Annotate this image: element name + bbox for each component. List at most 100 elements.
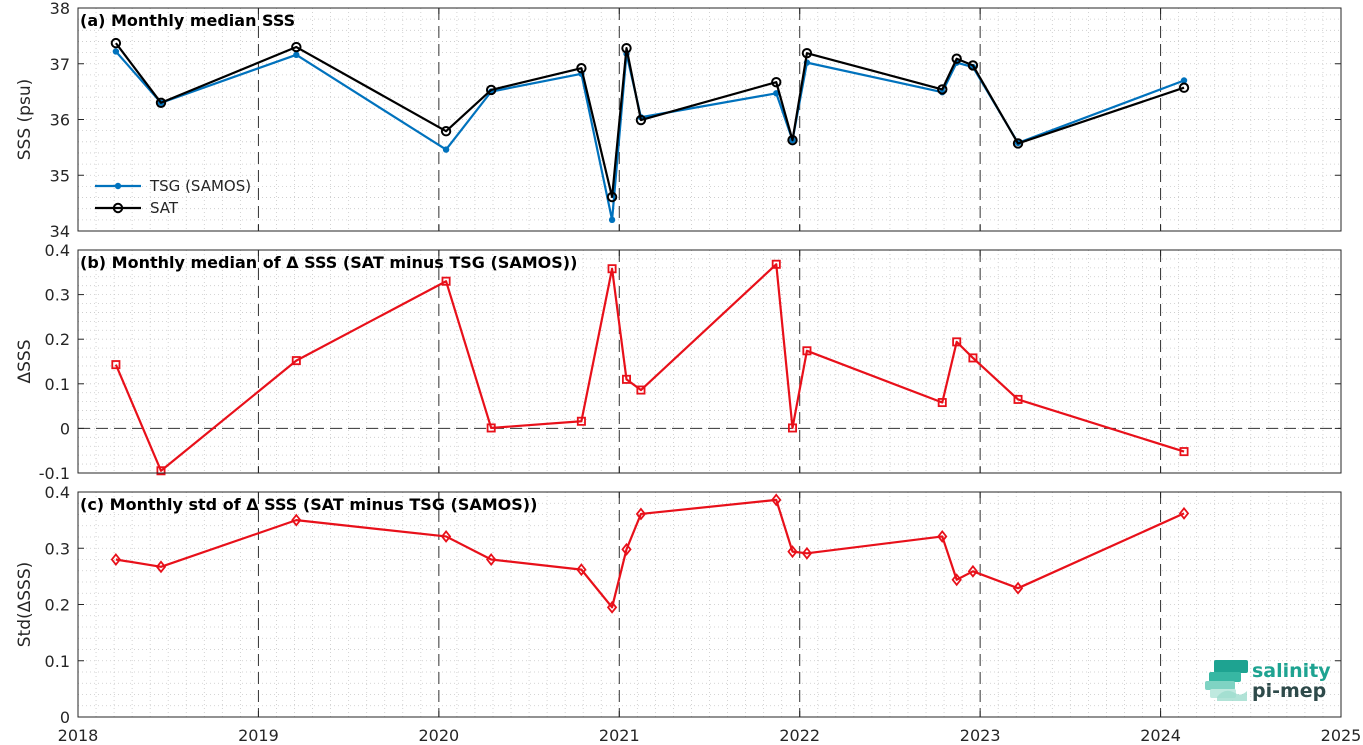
legend-entry-label: SAT xyxy=(150,199,179,217)
series-line xyxy=(115,42,1185,199)
y-axis-label: SSS (psu) xyxy=(15,79,35,160)
data-point xyxy=(486,553,497,566)
panel-b-median-delta-sss: -0.1 0 0.1 0.2 0.3 0.4 ΔSSS (b) Monthly median … xyxy=(15,241,1342,483)
data-point xyxy=(801,546,813,560)
data-point xyxy=(636,385,646,395)
data-point xyxy=(771,76,782,88)
data-point xyxy=(608,216,616,224)
y-tick-label: 0.3 xyxy=(45,539,70,558)
plot-frame xyxy=(77,491,1342,718)
plot-frame xyxy=(77,249,1342,474)
data-point xyxy=(968,353,978,363)
y-tick-label: 35 xyxy=(50,166,70,185)
y-tick-label: 0.4 xyxy=(45,241,70,260)
data-point xyxy=(293,51,300,59)
series-line xyxy=(115,498,1185,609)
data-point xyxy=(111,360,121,370)
data-point xyxy=(967,60,979,71)
series-sat xyxy=(110,37,1190,203)
data-point xyxy=(1012,138,1024,149)
y-tick-label: 0.2 xyxy=(45,596,70,615)
y-tick-label: 0.2 xyxy=(45,330,70,349)
y-tick-label: 36 xyxy=(50,111,70,130)
panel-a-monthly-median-sss: 34 35 36 37 38 SSS (psu) (a) Monthly median SS… xyxy=(15,0,1342,241)
y-axis-label: Std(ΔSSS) xyxy=(15,562,35,648)
data-point xyxy=(576,563,587,577)
y-axis-label: ΔSSS xyxy=(15,339,35,383)
y-tick-label: 38 xyxy=(50,0,70,18)
data-point xyxy=(621,542,632,556)
data-point xyxy=(1013,394,1023,404)
data-point xyxy=(576,416,586,426)
data-point xyxy=(771,493,782,507)
data-point xyxy=(635,114,647,126)
data-point xyxy=(802,346,812,356)
y-tick-label: 0 xyxy=(60,708,70,727)
data-point xyxy=(635,507,647,521)
y-tick-label: 0.1 xyxy=(45,375,70,394)
data-point xyxy=(951,573,962,587)
y-tick-label: 34 xyxy=(50,222,70,241)
x-tick-label: 2023 xyxy=(960,726,1001,745)
panel-c-std-delta-sss: 0 0.1 0.2 0.3 0.4 Std(ΔSSS) (c) Monthly std of… xyxy=(15,483,1342,727)
data-point xyxy=(441,276,451,286)
data-point xyxy=(576,63,587,74)
salinity-pi-mep-logo: salinity pi-mep xyxy=(1205,660,1331,702)
series-delta-sss xyxy=(111,259,1189,476)
data-point xyxy=(155,560,167,574)
x-tick-label: 2019 xyxy=(238,726,279,745)
data-point xyxy=(485,84,497,96)
panel-title: (a) Monthly median SSS xyxy=(80,11,295,30)
data-point xyxy=(110,37,122,49)
x-axis-tick-labels: 2018 2019 2020 2021 2022 2023 2024 2025 xyxy=(58,726,1362,745)
data-point xyxy=(622,374,632,384)
data-point xyxy=(291,41,302,53)
logo-mark-icon xyxy=(1205,660,1248,701)
data-point xyxy=(155,97,167,108)
data-point xyxy=(937,84,948,95)
plot-area xyxy=(78,250,1341,473)
logo-line2-label: pi-mep xyxy=(1252,680,1326,702)
y-axis-ticks: -0.1 0 0.1 0.2 0.3 0.4 xyxy=(39,241,1342,483)
legend-entry-label: TSG (SAMOS) xyxy=(149,177,251,195)
y-tick-label: 0.3 xyxy=(45,286,70,305)
legend-marker xyxy=(114,182,122,190)
data-point xyxy=(606,600,618,614)
y-tick-label: 0.4 xyxy=(45,483,70,502)
data-point xyxy=(110,553,122,566)
data-point xyxy=(1179,447,1189,457)
data-point xyxy=(951,53,962,64)
panel-title: (b) Monthly median of Δ SSS (SAT minus T… xyxy=(80,253,577,272)
y-tick-label: -0.1 xyxy=(39,464,70,483)
y-tick-label: 37 xyxy=(50,55,70,74)
x-tick-label: 2025 xyxy=(1321,726,1362,745)
data-point xyxy=(486,423,496,433)
data-point xyxy=(621,42,632,54)
data-point xyxy=(787,134,798,146)
data-point xyxy=(937,529,948,543)
data-point xyxy=(606,191,618,203)
series-delta-sss xyxy=(110,493,1190,614)
data-point xyxy=(1012,581,1024,595)
data-point xyxy=(952,337,962,347)
data-point xyxy=(440,126,452,137)
data-point xyxy=(787,545,798,559)
x-tick-label: 2020 xyxy=(418,726,459,745)
data-point xyxy=(771,259,781,269)
data-point xyxy=(1178,82,1190,93)
x-tick-label: 2024 xyxy=(1140,726,1181,745)
y-tick-label: 0 xyxy=(60,419,70,438)
data-point xyxy=(442,146,450,153)
data-point xyxy=(801,47,813,59)
data-point xyxy=(787,423,797,433)
data-point xyxy=(937,398,947,408)
grid-lines xyxy=(78,8,1341,231)
data-point xyxy=(607,264,617,274)
data-point xyxy=(1178,506,1190,520)
plot-frame xyxy=(77,7,1342,232)
legend-marker xyxy=(112,202,124,214)
x-tick-label: 2018 xyxy=(58,726,99,745)
x-tick-label: 2022 xyxy=(779,726,820,745)
data-point xyxy=(156,466,166,476)
